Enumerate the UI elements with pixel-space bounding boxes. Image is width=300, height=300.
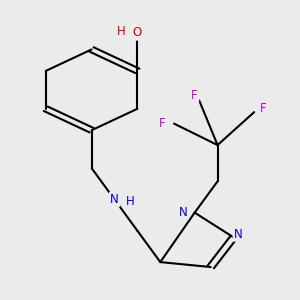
Text: F: F <box>260 102 267 115</box>
Text: O: O <box>133 26 142 40</box>
Text: H: H <box>117 25 126 38</box>
Text: F: F <box>191 89 198 102</box>
Text: N: N <box>110 193 119 206</box>
Text: N: N <box>179 206 188 219</box>
Text: N: N <box>234 228 242 241</box>
Text: F: F <box>159 117 166 130</box>
Text: H: H <box>126 195 135 208</box>
